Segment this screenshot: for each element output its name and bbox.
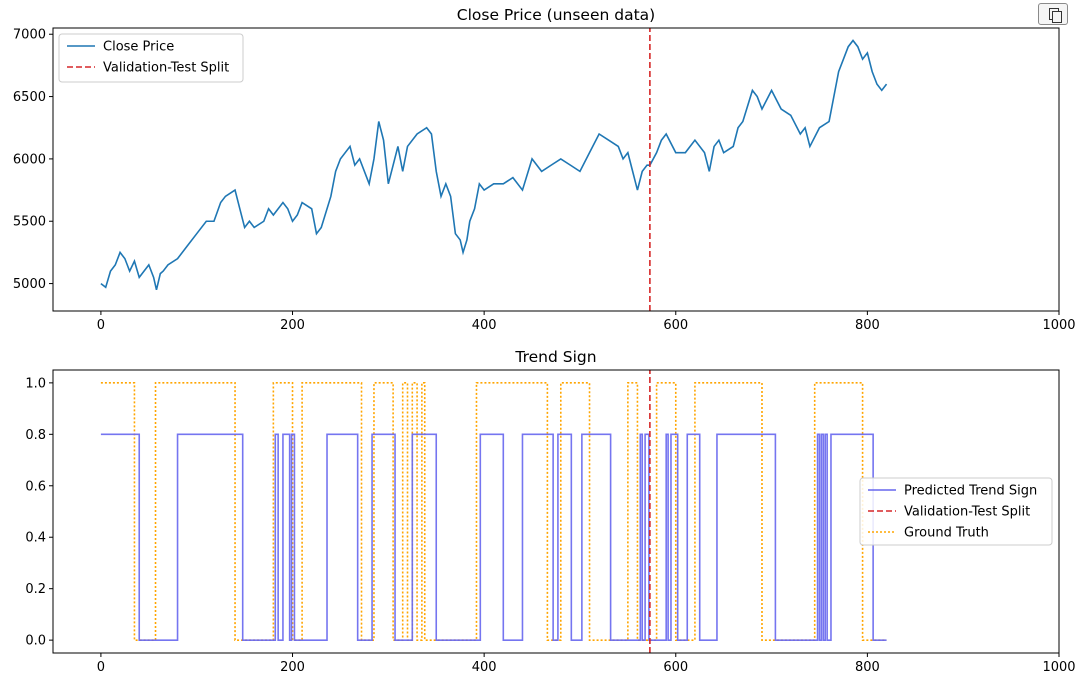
y-tick-label: 6000 (13, 152, 46, 167)
y-tick-label: 6500 (13, 90, 46, 105)
x-tick-label: 600 (663, 318, 688, 333)
legend: Predicted Trend Sign Validation-Test Spli… (859, 477, 1053, 546)
x-tick-label: 0 (97, 660, 105, 675)
x-tick-label: 800 (855, 318, 880, 333)
series-ground-truth (100, 382, 887, 641)
x-tick-label: 600 (663, 660, 688, 675)
legend-label-ground-truth: Ground Truth (904, 526, 989, 541)
legend-label-close-price: Close Price (103, 40, 174, 55)
chart-title: Trend Sign (514, 348, 596, 366)
y-tick-label: 5000 (13, 277, 46, 292)
legend-label-validation-test-split: Validation-Test Split (904, 505, 1030, 520)
x-tick-label: 200 (280, 318, 305, 333)
chart-title: Close Price (unseen data) (457, 6, 655, 24)
x-tick-label: 400 (472, 318, 497, 333)
y-tick-label: 0.8 (25, 428, 46, 443)
axes-frame (52, 369, 1060, 654)
series-close-price (100, 39, 888, 290)
x-tick-label: 200 (280, 660, 305, 675)
x-tick-label: 0 (97, 318, 105, 333)
close-price-chart: Close Price (unseen data) 0 200 400 600 800 10… (13, 6, 1076, 333)
x-tick-label: 1000 (1042, 660, 1075, 675)
y-tick-label: 0.2 (25, 582, 46, 597)
y-tick-label: 1.0 (25, 376, 46, 391)
x-tick-label: 400 (472, 660, 497, 675)
y-tick-label: 0.0 (25, 634, 46, 649)
x-tick-label: 1000 (1042, 318, 1075, 333)
axes-frame (52, 27, 1060, 312)
series-predicted-trend-sign (100, 433, 887, 641)
legend-box (58, 33, 244, 83)
y-tick-label: 5500 (13, 215, 46, 230)
y-tick-label: 0.6 (25, 479, 46, 494)
y-tick-label: 7000 (13, 28, 46, 43)
y-tick-label: 0.4 (25, 531, 46, 546)
copy-button[interactable] (1038, 3, 1068, 25)
legend-label-validation-test-split: Validation-Test Split (103, 61, 229, 76)
legend-label-predicted-trend-sign: Predicted Trend Sign (904, 484, 1037, 499)
legend: Close Price Validation-Test Split (58, 33, 244, 83)
legend-box (859, 477, 1053, 546)
x-tick-label: 800 (855, 660, 880, 675)
trend-sign-chart: Trend Sign 0 200 400 600 800 1000 0.0 0.2 0.4 0.6 0… (25, 348, 1075, 675)
